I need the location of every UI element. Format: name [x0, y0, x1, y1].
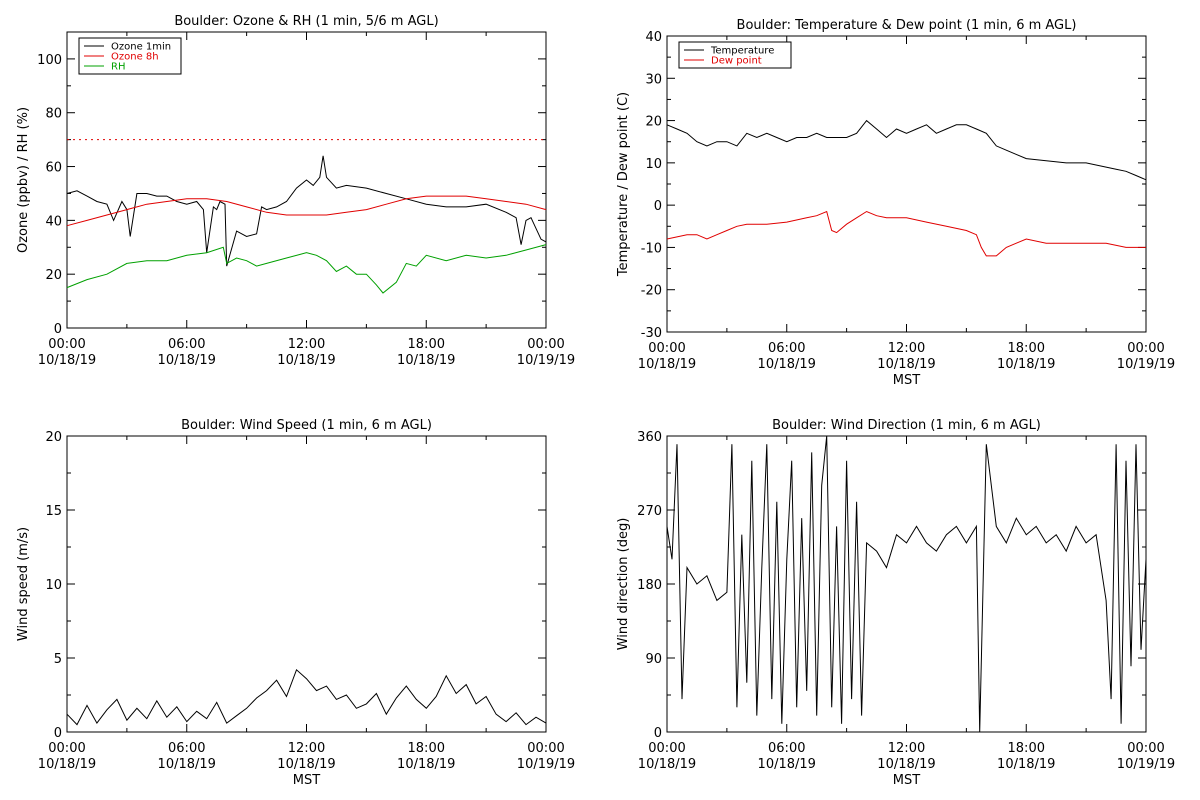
legend-box	[78, 37, 182, 75]
x-tick-label-date: 10/19/19	[517, 757, 575, 772]
ozone-rh-chart: Boulder: Ozone & RH (1 min, 5/6 m AGL) 0 2…	[16, 14, 575, 368]
series-line	[666, 435, 1147, 733]
chart-title: Boulder: Temperature & Dew point (1 min,…	[737, 18, 1077, 33]
y-tick-label: 0	[54, 726, 62, 741]
y-axis-label: Ozone (ppbv) / RH (%)	[16, 107, 31, 253]
x-tick-label-date: 10/18/19	[397, 353, 455, 368]
y-tick-label: 0	[54, 322, 62, 337]
y-tick-label: 360	[637, 430, 662, 445]
x-tick-label-date: 10/18/19	[38, 757, 96, 772]
x-tick-label-time: 12:00	[888, 741, 925, 756]
plot-frame	[666, 435, 1147, 733]
y-tick-label: 80	[45, 107, 62, 122]
x-tick-label-time: 00:00	[527, 337, 564, 352]
x-tick-label-time: 18:00	[1008, 341, 1045, 356]
y-axis-label: Wind direction (deg)	[616, 518, 631, 651]
wind-speed-chart: Boulder: Wind Speed (1 min, 6 m AGL) 0 5 10…	[16, 418, 575, 788]
x-tick-label-date: 10/18/19	[277, 757, 335, 772]
x-tick-label-date: 10/18/19	[158, 353, 216, 368]
x-tick-label-date: 10/18/19	[638, 757, 696, 772]
legend-entry: Ozone 1min	[111, 42, 171, 53]
x-tick-label-date: 10/18/19	[277, 353, 335, 368]
series-line	[66, 195, 547, 227]
x-tick-label-time: 12:00	[888, 341, 925, 356]
x-tick-label-time: 00:00	[527, 741, 564, 756]
x-tick-label-date: 10/18/19	[758, 757, 816, 772]
x-tick-label-time: 06:00	[168, 337, 205, 352]
chart-title: Boulder: Wind Speed (1 min, 6 m AGL)	[181, 418, 432, 433]
plot-frame	[666, 35, 1147, 333]
x-tick-label-date: 10/18/19	[997, 357, 1055, 372]
y-tick-label: 40	[645, 30, 662, 45]
series-line	[66, 668, 547, 726]
y-tick-label: 5	[54, 652, 62, 667]
x-tick-label-time: 18:00	[408, 337, 445, 352]
y-tick-label: 10	[45, 578, 62, 593]
y-tick-label: 60	[45, 161, 62, 176]
plot-frame	[66, 435, 547, 733]
y-tick-label: -10	[641, 241, 662, 256]
chart-title: Boulder: Wind Direction (1 min, 6 m AGL)	[772, 418, 1041, 433]
x-tick-label-date: 10/18/19	[638, 357, 696, 372]
legend-entry: Temperature	[710, 46, 774, 57]
x-axis-label: MST	[893, 773, 920, 788]
y-tick-label: 0	[654, 199, 662, 214]
y-tick-label: 10	[645, 157, 662, 172]
y-tick-label: -30	[641, 326, 662, 341]
x-tick-label-time: 06:00	[768, 741, 805, 756]
series-line	[66, 244, 547, 294]
x-tick-label-time: 12:00	[288, 337, 325, 352]
x-tick-label-date: 10/18/19	[397, 757, 455, 772]
x-tick-label-date: 10/18/19	[877, 357, 935, 372]
x-axis-label: MST	[293, 773, 320, 788]
x-tick-label-time: 06:00	[768, 341, 805, 356]
x-tick-label-time: 06:00	[168, 741, 205, 756]
x-tick-label-date: 10/18/19	[158, 757, 216, 772]
series-line	[666, 119, 1147, 181]
x-tick-label-time: 18:00	[1008, 741, 1045, 756]
x-axis-label: MST	[893, 373, 920, 388]
wind-direction-chart: Boulder: Wind Direction (1 min, 6 m AGL)…	[616, 418, 1175, 788]
x-tick-label-date: 10/19/19	[1117, 357, 1175, 372]
x-tick-label-time: 00:00	[1127, 741, 1164, 756]
x-tick-label-time: 00:00	[648, 741, 685, 756]
legend-entry: RH	[111, 62, 125, 73]
y-tick-label: 15	[45, 504, 62, 519]
chart-title: Boulder: Ozone & RH (1 min, 5/6 m AGL)	[174, 14, 438, 29]
series-line	[66, 155, 547, 267]
y-axis-label: Temperature / Dew point (C)	[616, 92, 631, 277]
y-tick-label: 20	[45, 268, 62, 283]
x-tick-label-date: 10/18/19	[38, 353, 96, 368]
y-tick-label: 40	[45, 214, 62, 229]
x-tick-label-time: 12:00	[288, 741, 325, 756]
x-tick-label-date: 10/18/19	[758, 357, 816, 372]
legend-box	[678, 41, 792, 69]
x-tick-label-date: 10/18/19	[997, 757, 1055, 772]
temperature-dewpoint-chart: Boulder: Temperature & Dew point (1 min,…	[616, 18, 1175, 388]
x-tick-label-date: 10/19/19	[517, 353, 575, 368]
y-tick-label: 30	[645, 72, 662, 87]
y-tick-label: 270	[637, 504, 662, 519]
y-tick-label: 20	[45, 430, 62, 445]
series-line	[666, 210, 1146, 257]
y-axis-label: Wind speed (m/s)	[16, 527, 31, 641]
y-tick-label: 20	[645, 115, 662, 130]
y-tick-label: -20	[641, 284, 662, 299]
x-tick-label-time: 00:00	[1127, 341, 1164, 356]
x-tick-label-time: 00:00	[48, 741, 85, 756]
y-tick-label: 90	[645, 652, 662, 667]
y-tick-label: 0	[654, 726, 662, 741]
legend-entry: Ozone 8h	[111, 52, 159, 63]
x-tick-label-date: 10/19/19	[1117, 757, 1175, 772]
x-tick-label-date: 10/18/19	[877, 757, 935, 772]
x-tick-label-time: 18:00	[408, 741, 445, 756]
x-tick-label-time: 00:00	[48, 337, 85, 352]
y-tick-label: 180	[637, 578, 662, 593]
legend-entry: Dew point	[711, 56, 762, 67]
y-tick-label: 100	[37, 53, 62, 68]
x-tick-label-time: 00:00	[648, 341, 685, 356]
